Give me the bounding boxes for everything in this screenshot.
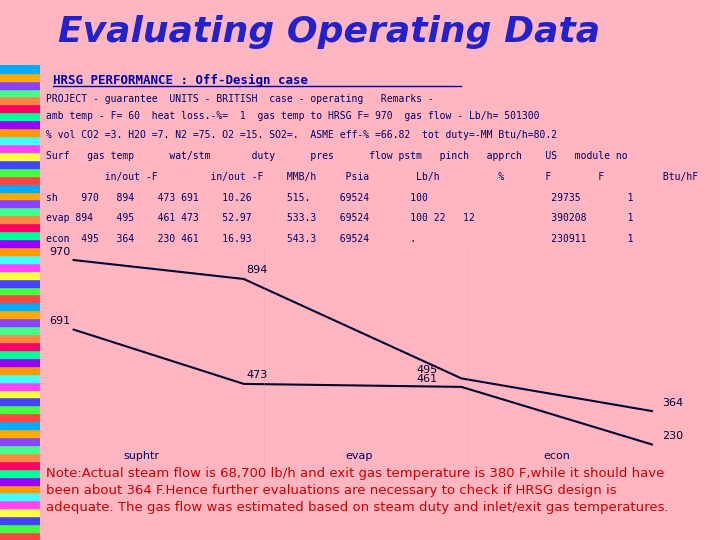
Bar (0, 334, 40, 342)
Bar (0, 128, 40, 136)
Bar (0, 199, 40, 207)
Bar (0, 429, 40, 437)
Bar (0, 477, 40, 484)
Bar (0, 89, 40, 97)
Text: suphtr: suphtr (124, 451, 160, 461)
Bar (0, 263, 40, 271)
Text: evap 894    495    461 473    52.97      533.3    69524       100 22   12       : evap 894 495 461 473 52.97 533.3 69524 1… (46, 213, 634, 224)
Bar (0, 445, 40, 453)
Bar (0, 104, 40, 112)
Bar (0, 223, 40, 231)
Text: econ  495   364    230 461    16.93      543.3    69524       .                 : econ 495 364 230 461 16.93 543.3 69524 . (46, 234, 634, 244)
Text: amb temp - F= 60  heat loss.-%=  1  gas temp to HRSG F= 970  gas flow - Lb/h= 50: amb temp - F= 60 heat loss.-%= 1 gas tem… (46, 111, 540, 122)
Text: Evaluating Operating Data: Evaluating Operating Data (58, 16, 600, 49)
Bar (0, 207, 40, 215)
Text: sh    970   894    473 691    10.26      515.     69524       100               : sh 970 894 473 691 10.26 515. 69524 100 (46, 193, 634, 202)
Bar (0, 437, 40, 445)
Text: 230: 230 (662, 431, 683, 442)
Text: Surf   gas temp      wat/stm       duty      pres      flow pstm   pinch   apprc: Surf gas temp wat/stm duty pres flow pst… (46, 151, 628, 161)
Bar (0, 366, 40, 374)
Bar (0, 184, 40, 192)
Bar (0, 508, 40, 516)
Text: 691: 691 (50, 316, 71, 326)
Bar (0, 350, 40, 358)
Text: 473: 473 (247, 370, 268, 380)
Bar (0, 176, 40, 184)
Bar (0, 247, 40, 255)
Text: PROJECT - guarantee  UNITS - BRITISH  case - operating   Remarks -: PROJECT - guarantee UNITS - BRITISH case… (46, 94, 434, 104)
Text: 461: 461 (417, 374, 438, 384)
Text: 970: 970 (50, 247, 71, 256)
Bar (0, 397, 40, 406)
Bar (0, 413, 40, 421)
Text: 364: 364 (662, 398, 683, 408)
Bar (0, 342, 40, 350)
Bar (0, 318, 40, 326)
Bar (0, 255, 40, 263)
Bar (0, 80, 40, 89)
Text: econ: econ (544, 451, 570, 461)
Bar (0, 532, 40, 540)
Bar (0, 492, 40, 501)
Bar (0, 160, 40, 168)
Bar (0, 358, 40, 366)
Bar (0, 453, 40, 461)
Bar (0, 421, 40, 429)
Text: 495: 495 (417, 366, 438, 375)
Text: % vol CO2 =3. H2O =7. N2 =75. O2 =15. SO2=.  ASME eff-% =66.82  tot duty=-MM Btu: % vol CO2 =3. H2O =7. N2 =75. O2 =15. SO… (46, 131, 557, 140)
Text: in/out -F         in/out -F    MMB/h     Psia        Lb/h          %       F    : in/out -F in/out -F MMB/h Psia Lb/h % F (46, 172, 698, 182)
Bar (0, 516, 40, 524)
Bar (0, 406, 40, 413)
Bar (0, 144, 40, 152)
Bar (0, 461, 40, 469)
Bar (0, 374, 40, 382)
Bar (0, 484, 40, 492)
Bar (0, 168, 40, 176)
Bar (0, 469, 40, 477)
Bar (0, 231, 40, 239)
Bar (0, 112, 40, 120)
Bar (0, 287, 40, 294)
Bar (0, 152, 40, 160)
Bar (0, 310, 40, 318)
Bar (0, 501, 40, 508)
Bar (0, 302, 40, 310)
Text: evap: evap (346, 451, 373, 461)
Text: Note:Actual steam flow is 68,700 lb/h and exit gas temperature is 380 F,while it: Note:Actual steam flow is 68,700 lb/h an… (46, 467, 669, 514)
Bar (0, 294, 40, 302)
Bar (0, 389, 40, 397)
Bar (0, 326, 40, 334)
Bar (0, 97, 40, 104)
Bar (0, 271, 40, 279)
Bar (0, 136, 40, 144)
Bar (0, 279, 40, 287)
Text: 894: 894 (247, 266, 268, 275)
Bar (0, 65, 40, 73)
Bar (0, 215, 40, 223)
Text: HRSG PERFORMANCE : Off-Design case: HRSG PERFORMANCE : Off-Design case (53, 73, 308, 86)
Bar (0, 382, 40, 389)
Bar (0, 239, 40, 247)
Bar (0, 524, 40, 532)
Bar (0, 192, 40, 199)
Bar (0, 120, 40, 128)
Bar (0, 73, 40, 80)
